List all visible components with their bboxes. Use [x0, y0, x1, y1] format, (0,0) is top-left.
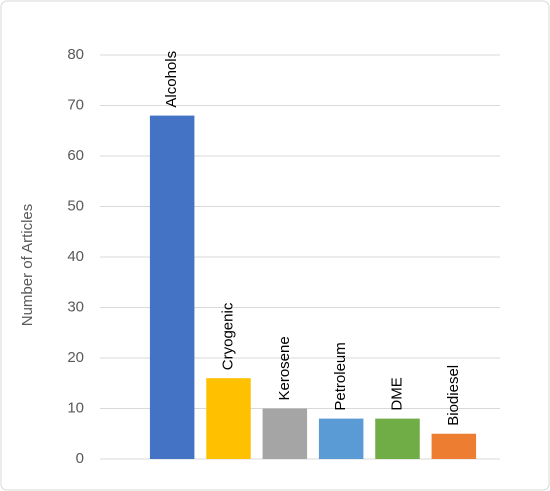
y-tick-label: 70 — [67, 96, 84, 113]
bar — [318, 418, 364, 459]
bar — [206, 378, 251, 459]
y-tick-label: 0 — [76, 450, 84, 467]
bar — [375, 418, 420, 459]
y-tick-label: 30 — [67, 298, 84, 315]
category-label: Biodiesel — [445, 365, 462, 426]
category-label: Cryogenic — [219, 302, 236, 370]
y-tick-label: 60 — [67, 147, 84, 164]
bar — [262, 408, 308, 459]
bar — [149, 115, 195, 459]
category-label: DME — [388, 377, 405, 410]
y-tick-label: 10 — [67, 399, 84, 416]
y-tick-label: 20 — [67, 349, 84, 366]
bar — [431, 433, 477, 459]
y-tick-label: 80 — [67, 46, 84, 63]
y-tick-label: 40 — [67, 248, 84, 265]
category-label: Alcohols — [163, 51, 180, 108]
category-label: Kerosene — [276, 336, 293, 400]
category-label: Petroleum — [332, 342, 349, 410]
y-axis-label: Number of Articles — [19, 204, 36, 327]
y-tick-label: 50 — [67, 197, 84, 214]
